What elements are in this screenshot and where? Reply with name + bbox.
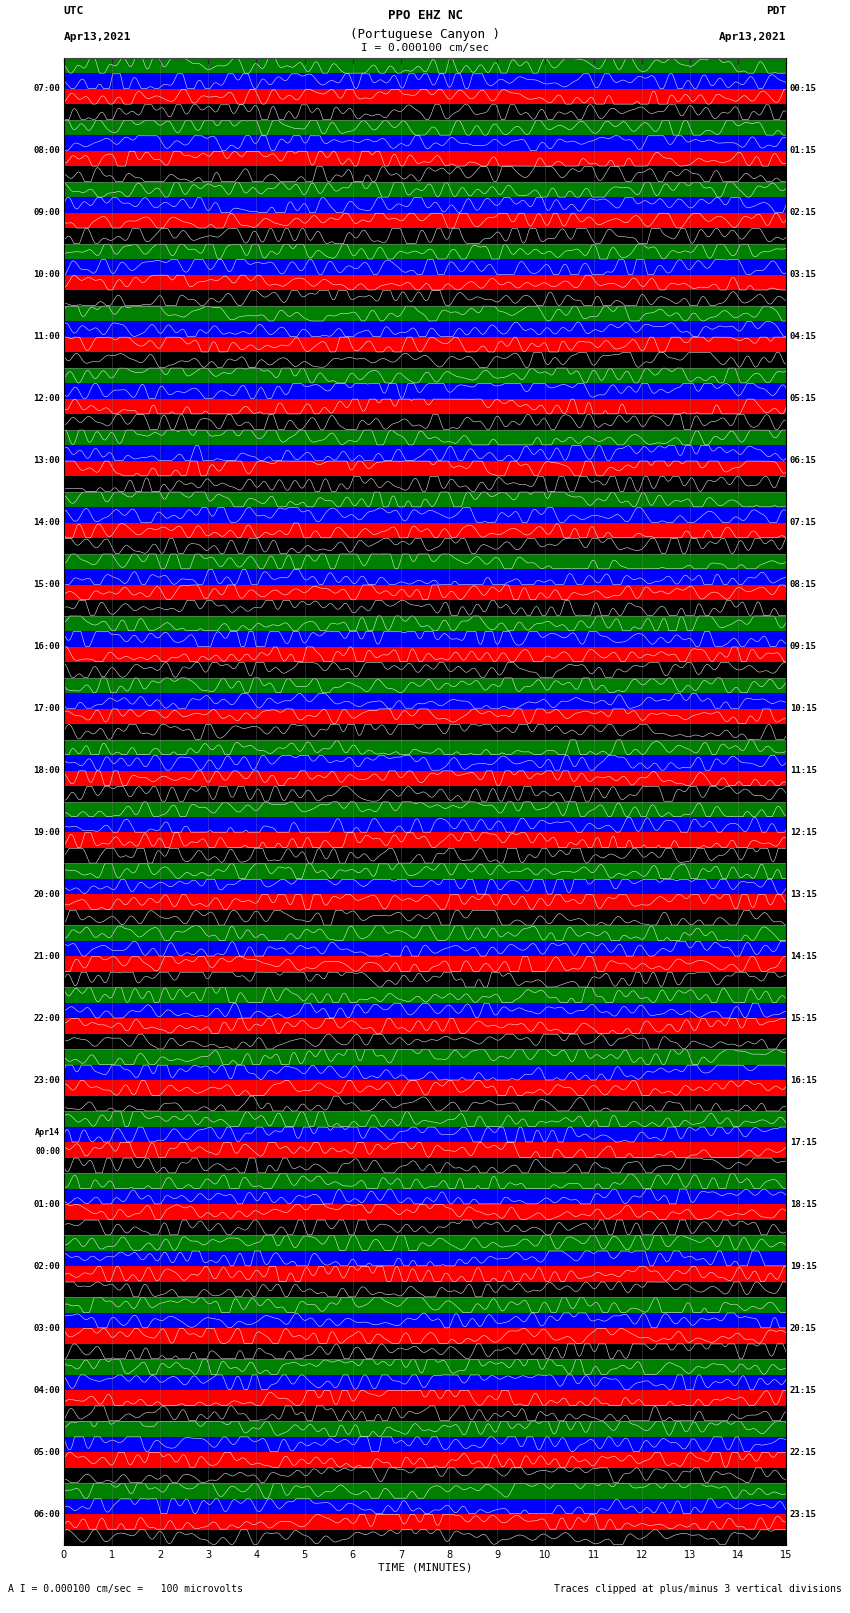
Text: 20:00: 20:00 [33, 890, 60, 898]
Text: 12:00: 12:00 [33, 394, 60, 403]
Text: 05:00: 05:00 [33, 1447, 60, 1457]
Text: 01:15: 01:15 [790, 147, 817, 155]
Text: 11:15: 11:15 [790, 766, 817, 774]
Text: UTC: UTC [64, 6, 84, 16]
Text: 03:00: 03:00 [33, 1324, 60, 1332]
Text: 06:00: 06:00 [33, 1510, 60, 1518]
Text: 09:15: 09:15 [790, 642, 817, 652]
Text: 18:15: 18:15 [790, 1200, 817, 1208]
Text: 20:15: 20:15 [790, 1324, 817, 1332]
Text: 05:15: 05:15 [790, 394, 817, 403]
X-axis label: TIME (MINUTES): TIME (MINUTES) [377, 1563, 473, 1573]
Text: (Portuguese Canyon ): (Portuguese Canyon ) [350, 27, 500, 40]
Text: 06:15: 06:15 [790, 456, 817, 465]
Text: 15:00: 15:00 [33, 581, 60, 589]
Text: 22:15: 22:15 [790, 1447, 817, 1457]
Text: 17:15: 17:15 [790, 1137, 817, 1147]
Text: Apr13,2021: Apr13,2021 [64, 32, 131, 42]
Text: 13:00: 13:00 [33, 456, 60, 465]
Text: A I = 0.000100 cm/sec =   100 microvolts: A I = 0.000100 cm/sec = 100 microvolts [8, 1584, 243, 1594]
Text: 04:00: 04:00 [33, 1386, 60, 1395]
Text: 10:15: 10:15 [790, 703, 817, 713]
Text: 16:15: 16:15 [790, 1076, 817, 1086]
Text: 02:15: 02:15 [790, 208, 817, 218]
Text: 11:00: 11:00 [33, 332, 60, 342]
Text: 22:00: 22:00 [33, 1015, 60, 1023]
Text: 19:15: 19:15 [790, 1261, 817, 1271]
Text: 13:15: 13:15 [790, 890, 817, 898]
Text: 21:00: 21:00 [33, 952, 60, 961]
Text: 14:00: 14:00 [33, 518, 60, 527]
Text: 04:15: 04:15 [790, 332, 817, 342]
Text: 08:00: 08:00 [33, 147, 60, 155]
Text: 19:00: 19:00 [33, 827, 60, 837]
Text: 16:00: 16:00 [33, 642, 60, 652]
Text: Traces clipped at plus/minus 3 vertical divisions: Traces clipped at plus/minus 3 vertical … [553, 1584, 842, 1594]
Text: I = 0.000100 cm/sec: I = 0.000100 cm/sec [361, 44, 489, 53]
Text: 07:15: 07:15 [790, 518, 817, 527]
Text: Apr13,2021: Apr13,2021 [719, 32, 786, 42]
Text: 03:15: 03:15 [790, 271, 817, 279]
Text: 08:15: 08:15 [790, 581, 817, 589]
Text: 12:15: 12:15 [790, 827, 817, 837]
Text: 23:00: 23:00 [33, 1076, 60, 1086]
Text: PPO EHZ NC: PPO EHZ NC [388, 8, 462, 21]
Text: 01:00: 01:00 [33, 1200, 60, 1208]
Text: Apr14: Apr14 [35, 1129, 60, 1137]
Text: 21:15: 21:15 [790, 1386, 817, 1395]
Text: PDT: PDT [766, 6, 786, 16]
Text: 10:00: 10:00 [33, 271, 60, 279]
Text: 23:15: 23:15 [790, 1510, 817, 1518]
Text: 14:15: 14:15 [790, 952, 817, 961]
Text: 17:00: 17:00 [33, 703, 60, 713]
Text: 15:15: 15:15 [790, 1015, 817, 1023]
Text: 00:15: 00:15 [790, 84, 817, 94]
Text: 09:00: 09:00 [33, 208, 60, 218]
Text: 00:00: 00:00 [35, 1147, 60, 1157]
Text: 07:00: 07:00 [33, 84, 60, 94]
Text: 18:00: 18:00 [33, 766, 60, 774]
Text: 02:00: 02:00 [33, 1261, 60, 1271]
